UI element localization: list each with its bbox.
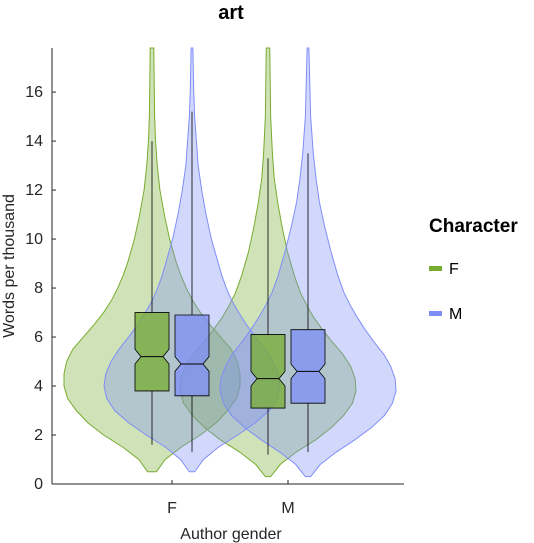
y-tick-label: 4 [34,378,43,395]
legend: Character F M [429,216,518,323]
y-tick-label: 12 [25,182,43,199]
y-tick-label: 10 [25,231,43,248]
legend-swatch-m [429,311,442,316]
chart-title: art [218,2,244,24]
box-m-in-m [290,329,326,404]
x-tick-label: M [281,500,294,517]
box-f-in-f [134,312,170,392]
x-axis-label: Author gender [180,526,282,543]
box-f-in-m [250,334,286,409]
y-ticks: 0 2 4 6 8 10 12 14 16 [25,84,56,493]
legend-title: Character [429,216,518,237]
y-tick-label: 8 [34,280,43,297]
legend-label-f: F [449,261,459,278]
violins-layer [63,47,397,478]
boxes-layer [134,111,326,455]
legend-swatch-f [429,266,442,271]
x-tick-label: F [167,500,177,517]
y-tick-label: 6 [34,329,43,346]
legend-label-m: M [449,306,462,323]
box-m-in-f [174,314,210,397]
y-tick-label: 14 [25,133,43,150]
plot-area [63,47,397,478]
y-tick-label: 0 [34,476,43,493]
y-axis-label: Words per thousand [1,194,18,338]
y-tick-label: 16 [25,84,43,101]
y-tick-label: 2 [34,427,43,444]
